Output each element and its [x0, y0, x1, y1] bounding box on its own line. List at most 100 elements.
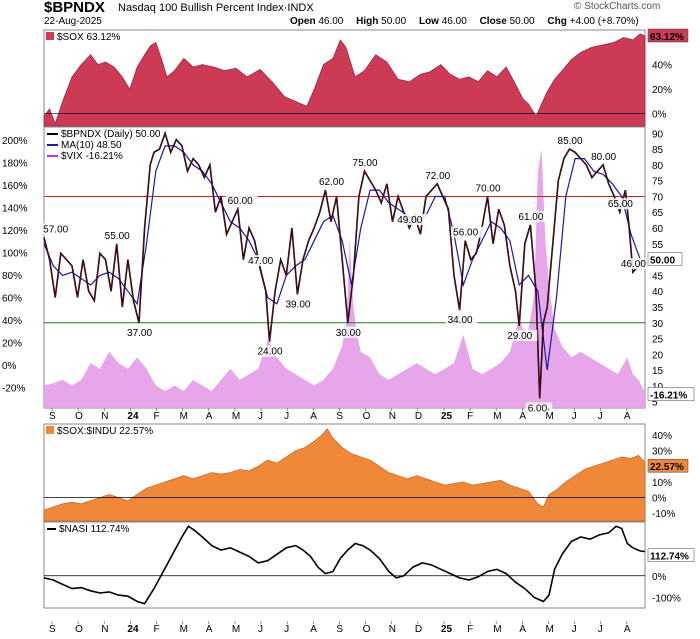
x-axis-label-bottom: J	[598, 624, 603, 635]
bpndx-right-tick: 85	[652, 145, 664, 156]
ratio-tick-label: -10%	[652, 509, 675, 520]
peak-label: 62.00	[319, 177, 344, 188]
x-axis-label-bottom: S	[49, 624, 56, 635]
x-axis-label-top: D	[415, 411, 422, 422]
peak-label-bg	[350, 157, 383, 169]
symbol-title: $BPNDX	[44, 0, 105, 16]
sox-tick-label: 0%	[652, 110, 667, 121]
x-axis-label-top: F	[154, 411, 160, 422]
x-axis-label-bottom: A	[310, 624, 317, 635]
ratio-tick-label: 40%	[652, 431, 672, 442]
bpndx-right-tick: 75	[652, 177, 664, 188]
chg-value: +4.00 (+8.70%)	[569, 16, 639, 27]
x-axis-label-top: J	[598, 411, 603, 422]
chg-label: Chg	[547, 16, 567, 27]
peak-label: 65.00	[608, 199, 633, 210]
ratio-legend-swatch	[46, 426, 54, 434]
peak-label: 24.00	[257, 347, 282, 358]
x-axis-label-top: A	[624, 411, 631, 422]
x-axis-label-bottom: N	[101, 624, 108, 635]
peak-label: 70.00	[476, 183, 501, 194]
bpndx-right-tick: 20	[652, 350, 664, 361]
peak-label: 57.00	[43, 225, 68, 236]
x-axis-label-bottom: M	[180, 624, 188, 635]
x-axis-label-bottom: J	[572, 624, 577, 635]
x-axis-label-top: A	[519, 411, 526, 422]
peak-label-bg	[473, 182, 506, 194]
peak-label-bg	[589, 150, 622, 162]
peak-label-bg	[41, 223, 74, 235]
x-axis-label-top: A	[206, 411, 213, 422]
high-label: High	[356, 16, 379, 27]
x-axis-label-top: J	[572, 411, 577, 422]
vix-left-tick: 0%	[2, 361, 17, 372]
vix-last-value-box	[647, 387, 695, 401]
peak-label-bg	[423, 169, 456, 181]
peak-label: 39.00	[285, 299, 310, 310]
nasi-line	[43, 525, 646, 605]
sox-tick-label: 40%	[652, 60, 672, 71]
peak-label-bg	[316, 176, 349, 188]
ratio-tick-label: 0%	[652, 494, 667, 505]
close-value: 50.00	[509, 16, 535, 27]
x-axis-label-top: A	[310, 411, 317, 422]
vix-left-tick: 80%	[2, 271, 22, 282]
x-axis-label-bottom: O	[363, 624, 371, 635]
vix-left-tick: 160%	[2, 181, 28, 192]
ratio-last-value-box	[647, 458, 689, 473]
peak-label: 61.00	[518, 212, 543, 223]
peak-label-bg	[445, 314, 478, 326]
bpndx-right-tick: 60	[652, 224, 664, 235]
peak-label-bg	[525, 402, 553, 414]
high-value: 50.00	[381, 16, 407, 27]
vix-left-tick: 60%	[2, 294, 22, 305]
peak-label-bg	[333, 326, 366, 338]
symbol-description: Nasdaq 100 Bullish Percent Index·INDX	[118, 2, 314, 14]
ratio-area	[43, 428, 646, 522]
sox-last-value: 63.12%	[650, 32, 684, 43]
x-axis-label-bottom: O	[75, 624, 83, 635]
ratio-tick-label: 30%	[652, 447, 672, 458]
ratio-tick-label: 10%	[652, 478, 672, 489]
x-axis-label-bottom: D	[415, 624, 422, 635]
peak-label: 80.00	[591, 152, 616, 163]
x-axis-label-bottom: 24	[127, 624, 139, 635]
x-axis-label-bottom: A	[206, 624, 213, 635]
x-axis-label-bottom: A	[624, 624, 631, 635]
peak-label-bg	[505, 329, 538, 341]
peak-label-bg	[516, 210, 549, 222]
peak-label: 6.00	[528, 404, 548, 415]
bpndx-right-tick: 5	[652, 398, 658, 409]
low-value: 46.00	[441, 16, 467, 27]
vix-legend-text: $VIX -16.21%	[61, 151, 123, 162]
vix-left-tick: 20%	[2, 339, 22, 350]
peak-label: 34.00	[448, 315, 473, 326]
x-axis-label-bottom: 25	[441, 624, 453, 635]
description-text: Nasdaq 100 Bullish Percent Index	[118, 2, 284, 14]
x-axis-label-bottom: M	[232, 624, 240, 635]
peak-label: 75.00	[353, 158, 378, 169]
vix-left-tick: 100%	[2, 249, 28, 260]
open-label: Open	[290, 16, 316, 27]
bpndx-right-tick: 35	[652, 303, 664, 314]
x-axis-label-top: M	[545, 411, 553, 422]
nasi-last-value-box	[647, 548, 695, 562]
exchange-text: INDX	[287, 2, 314, 14]
peak-label: 55.00	[105, 231, 130, 242]
bpndx-right-tick: 55	[652, 240, 664, 251]
sox-area	[43, 33, 646, 127]
ratio-legend-text: $SOX:$INDU 22.57%	[57, 426, 153, 437]
close-label: Close	[479, 16, 507, 27]
sox-tick-label: 20%	[652, 85, 672, 96]
x-axis-label-top: S	[49, 411, 56, 422]
bpndx-right-tick: 65	[652, 208, 664, 219]
bpndx-last-value-box	[647, 252, 683, 266]
vix-left-tick: 180%	[2, 159, 28, 170]
x-axis-label-top: 25	[441, 411, 453, 422]
x-axis-label-top: J	[284, 411, 289, 422]
vix-left-tick: 40%	[2, 316, 22, 327]
x-axis-label-top: M	[232, 411, 240, 422]
vix-left-tick: -20%	[2, 384, 25, 395]
peak-label: 85.00	[558, 136, 583, 147]
